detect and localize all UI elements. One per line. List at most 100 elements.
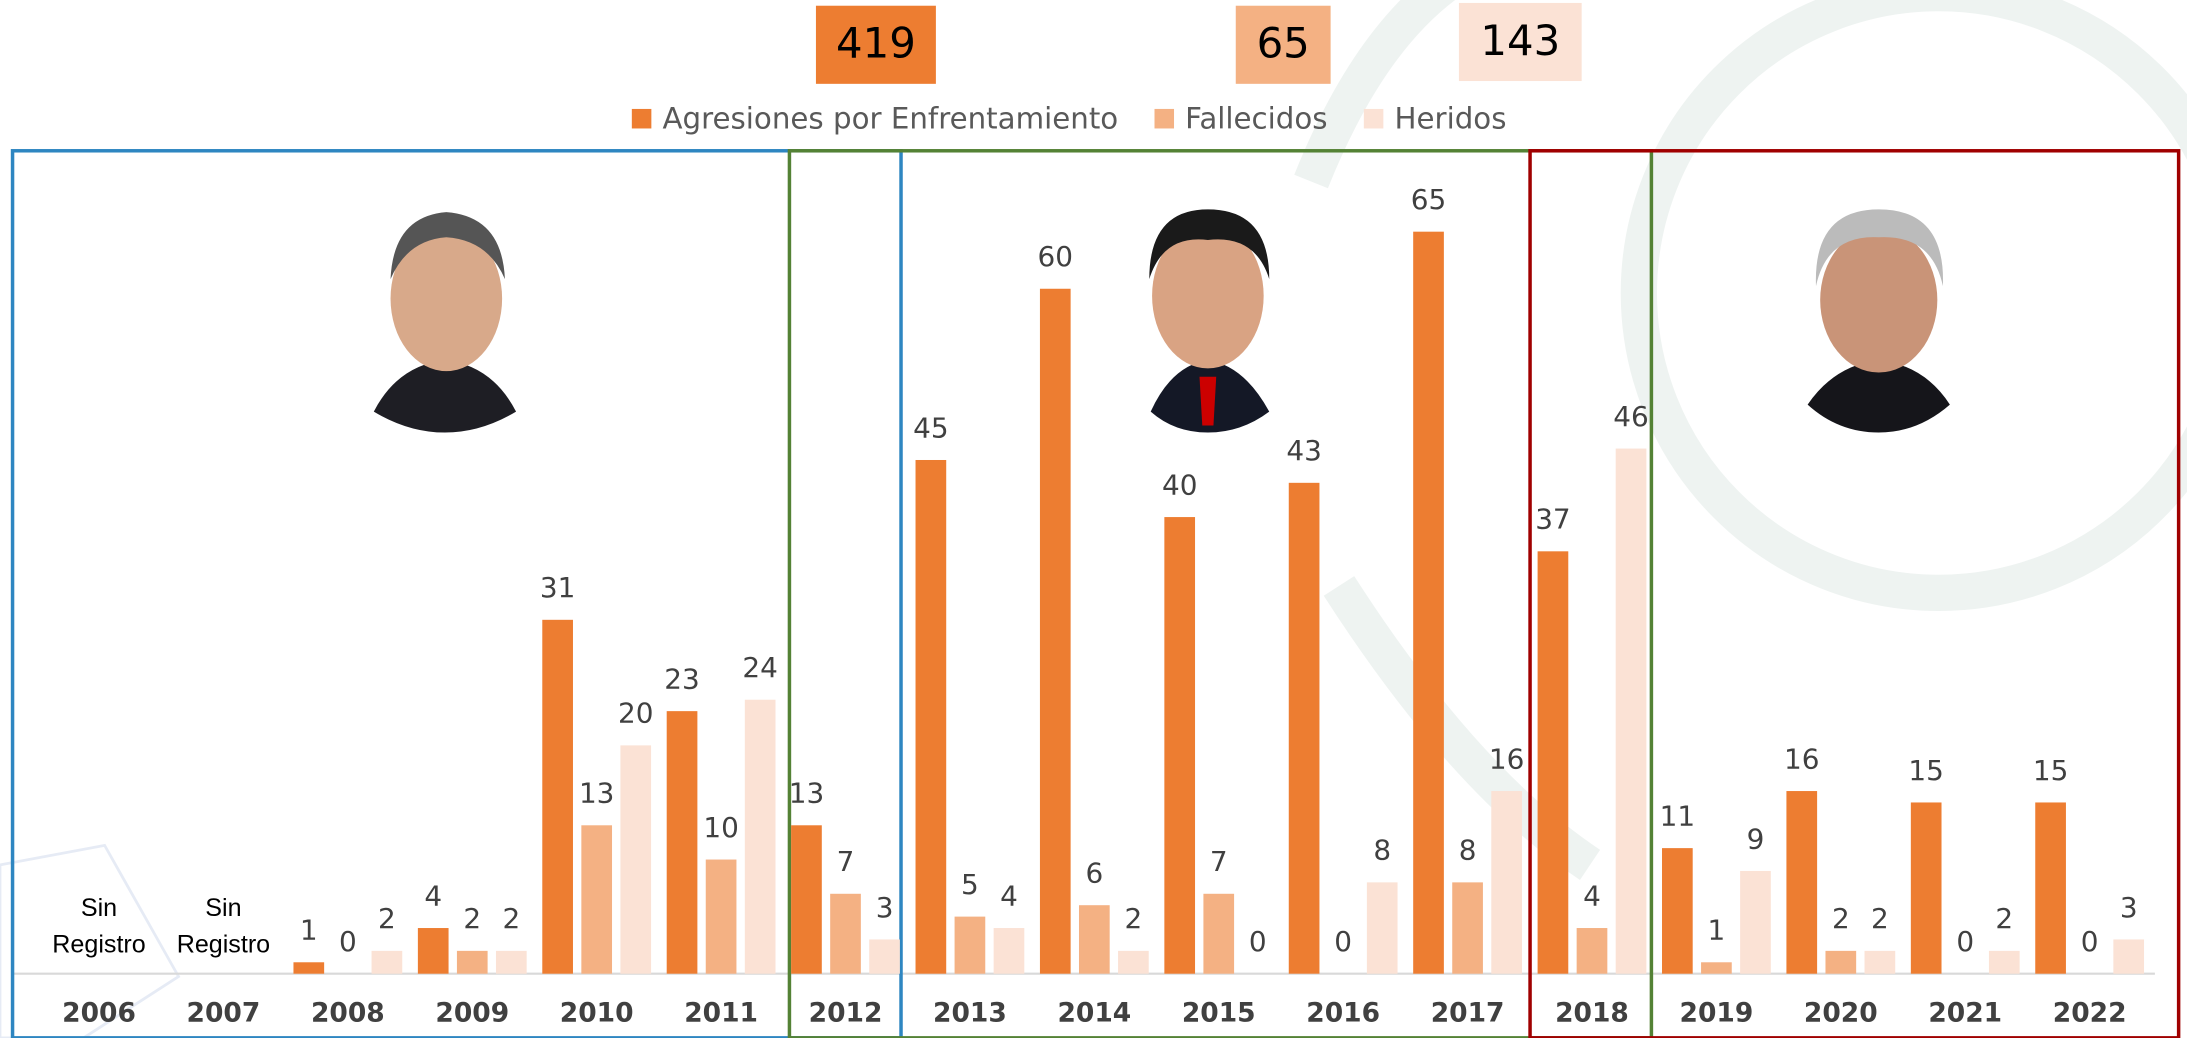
- value-label: 4: [424, 879, 442, 912]
- value-label: 65: [1411, 183, 1446, 216]
- x-tick-label: 2020: [1804, 998, 1878, 1029]
- total-value: 419: [836, 19, 916, 68]
- bar: [1203, 894, 1234, 974]
- annotation: Registro: [52, 930, 145, 958]
- value-label: 43: [1286, 434, 1321, 467]
- bar: [1491, 791, 1522, 974]
- bar: [620, 745, 651, 973]
- value-label: 40: [1162, 468, 1197, 501]
- annotation: Sin: [81, 894, 117, 922]
- value-label: 2: [1995, 902, 2013, 935]
- x-tick-label: 2009: [435, 998, 509, 1029]
- value-label: 16: [1784, 742, 1819, 775]
- value-label: 3: [876, 891, 894, 924]
- portrait: [1770, 209, 1988, 432]
- x-tick-label: 2017: [1431, 998, 1505, 1029]
- value-label: 24: [742, 651, 777, 684]
- legend-swatch: [1154, 109, 1174, 129]
- x-tick-label: 2018: [1555, 998, 1629, 1029]
- bar: [791, 825, 822, 973]
- bar: [1740, 871, 1771, 974]
- bar: [869, 939, 900, 973]
- value-label: 45: [913, 411, 948, 444]
- bar: [2035, 802, 2066, 973]
- value-label: 23: [664, 662, 699, 695]
- value-label: 11: [1660, 799, 1695, 832]
- bar: [1164, 517, 1195, 974]
- value-label: 8: [1459, 834, 1477, 867]
- bar: [1040, 289, 1071, 974]
- value-label: 2: [378, 902, 396, 935]
- x-tick-label: 2013: [933, 998, 1007, 1029]
- value-label: 8: [1373, 834, 1391, 867]
- value-label: 10: [703, 811, 738, 844]
- value-label: 60: [1038, 240, 1073, 273]
- bar: [2113, 939, 2144, 973]
- bar: [1989, 951, 2020, 974]
- bar: [1367, 882, 1398, 973]
- value-label: 3: [2120, 891, 2138, 924]
- value-label: 1: [1708, 914, 1726, 947]
- bar: [955, 917, 986, 974]
- bar: [542, 620, 573, 974]
- value-label: 4: [1000, 879, 1018, 912]
- legend-swatch: [1364, 109, 1384, 129]
- annotation: Sin: [205, 894, 241, 922]
- value-label: 15: [1908, 754, 1943, 787]
- legend-label: Fallecidos: [1185, 102, 1327, 136]
- bar: [916, 460, 947, 974]
- bar: [1452, 882, 1483, 973]
- bar: [830, 894, 861, 974]
- value-label: 7: [837, 845, 855, 878]
- bar: [667, 711, 698, 974]
- value-label: 2: [1871, 902, 1889, 935]
- bar: [1865, 951, 1896, 974]
- legend-swatch: [632, 109, 652, 129]
- x-tick-label: 2014: [1057, 998, 1131, 1029]
- value-label: 2: [1832, 902, 1850, 935]
- bar: [293, 962, 324, 973]
- bar: [1616, 449, 1647, 974]
- x-tick-label: 2011: [684, 998, 758, 1029]
- x-tick-label: 2008: [311, 998, 385, 1029]
- value-label: 4: [1583, 879, 1601, 912]
- bar: [372, 951, 403, 974]
- bar: [1911, 802, 1942, 973]
- value-label: 20: [618, 697, 653, 730]
- x-tick-label: 2022: [2053, 998, 2127, 1029]
- value-label: 16: [1489, 742, 1524, 775]
- x-tick-label: 2019: [1680, 998, 1754, 1029]
- bar: [1289, 483, 1320, 974]
- value-label: 13: [789, 777, 824, 810]
- value-label: 2: [463, 902, 481, 935]
- x-tick-label: 2012: [809, 998, 883, 1029]
- x-tick-label: 2016: [1306, 998, 1380, 1029]
- bar: [496, 951, 527, 974]
- bar: [706, 860, 737, 974]
- x-tick-label: 2007: [187, 998, 261, 1029]
- bar: [1825, 951, 1856, 974]
- bar: [994, 928, 1025, 974]
- legend-label: Heridos: [1395, 102, 1507, 136]
- bar: [1118, 951, 1149, 974]
- value-label: 31: [540, 571, 575, 604]
- x-tick-label: 2006: [62, 998, 136, 1029]
- x-tick-label: 2015: [1182, 998, 1256, 1029]
- total-value: 65: [1257, 19, 1310, 68]
- bar: [1079, 905, 1110, 973]
- value-label: 5: [961, 868, 979, 901]
- value-label: 0: [2081, 925, 2099, 958]
- x-tick-label: 2021: [1928, 998, 2002, 1029]
- value-label: 13: [579, 777, 614, 810]
- value-label: 0: [1249, 925, 1267, 958]
- bar: [457, 951, 488, 974]
- bar: [1538, 551, 1569, 973]
- value-label: 1: [300, 914, 318, 947]
- portrait: [1099, 209, 1317, 432]
- value-label: 9: [1747, 822, 1765, 855]
- value-label: 37: [1535, 503, 1570, 536]
- x-tick-label: 2010: [560, 998, 634, 1029]
- value-label: 0: [1956, 925, 1974, 958]
- value-label: 2: [1125, 902, 1143, 935]
- value-label: 6: [1085, 857, 1103, 890]
